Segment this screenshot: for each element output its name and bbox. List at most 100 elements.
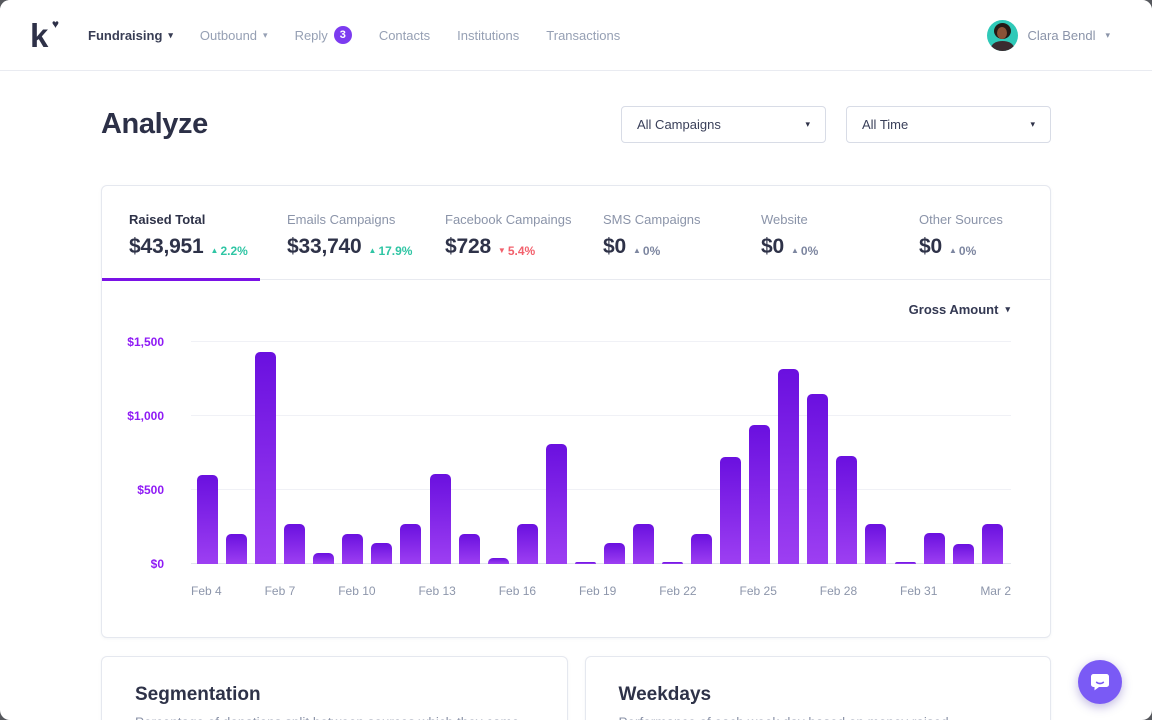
stat-value: $0 <box>919 235 942 258</box>
stat-tab-website[interactable]: Website $0 ▲ 0% <box>734 186 892 279</box>
chevron-down-icon: ▾ <box>168 30 173 40</box>
stat-value-row: $43,951 ▲ 2.2% <box>129 235 260 259</box>
chevron-down-icon: ▾ <box>263 30 268 40</box>
stat-tab-sms-campaigns[interactable]: SMS Campaigns $0 ▲ 0% <box>576 186 734 279</box>
stat-delta-value: 0% <box>958 243 977 258</box>
stat-tab-facebook-campaings[interactable]: Facebook Campaings $728 ▼ 5.4% <box>418 186 576 279</box>
nav-item-label: Reply <box>294 27 328 43</box>
nav-items: Fundraising ▾ Outbound ▾ Reply 3 Contacts Insti… <box>88 26 987 44</box>
stat-label: Emails Campaigns <box>287 212 396 227</box>
x-axis-label: Feb 28 <box>819 584 858 598</box>
stat-label: Website <box>761 212 808 227</box>
time-filter[interactable]: All Time ▾ <box>846 105 1051 143</box>
gridline-1000 <box>191 415 1011 416</box>
stat-delta: ▲ 17.9% <box>369 244 413 258</box>
stat-value-row: $33,740 ▲ 17.9% <box>287 235 418 259</box>
nav-item-label: Transactions <box>546 27 621 43</box>
nav-item-label: Contacts <box>378 27 431 43</box>
campaigns-filter[interactable]: All Campaigns ▾ <box>621 105 826 143</box>
page-title: Analyze <box>101 107 208 140</box>
stat-value-row: $0 ▲ 0% <box>919 235 1050 259</box>
nav-item-institutions[interactable]: Institutions <box>457 28 519 43</box>
bar <box>197 475 218 564</box>
nav-item-transactions[interactable]: Transactions <box>546 28 620 43</box>
stat-delta: ▲ 0% <box>791 244 818 258</box>
bar <box>487 558 509 564</box>
bar <box>807 393 829 564</box>
stat-label: SMS Campaigns <box>603 212 701 227</box>
nav-item-contacts[interactable]: Contacts <box>379 28 430 43</box>
nav-item-label: Fundraising <box>88 27 163 43</box>
gridline-1500 <box>191 341 1011 342</box>
logo-letter: k <box>30 16 49 54</box>
nav-item-outbound[interactable]: Outbound ▾ <box>200 28 268 43</box>
bar <box>400 524 422 564</box>
bar <box>458 534 480 564</box>
bar <box>952 544 974 564</box>
bar <box>923 532 945 564</box>
bar <box>981 524 1003 564</box>
user-menu[interactable]: Clara Bendl ▾ <box>986 19 1110 51</box>
stats-tabs: Raised Total $43,951 ▲ 2.2% Emails Campaigns… <box>102 186 1050 281</box>
y-axis-label: $1,500 <box>127 335 164 349</box>
reply-count-badge: 3 <box>333 26 352 44</box>
x-axis-label: Feb 16 <box>498 584 537 598</box>
chevron-down-icon: ▾ <box>1005 304 1010 314</box>
y-axis-label: $1,000 <box>127 409 164 423</box>
bar <box>836 455 858 564</box>
stat-value-row: $0 ▲ 0% <box>603 235 734 259</box>
bar <box>342 534 364 564</box>
arrow-up-icon: ▲ <box>368 246 377 255</box>
x-axis-label: Mar 2 <box>980 584 1011 598</box>
x-axis-label: Feb 19 <box>578 584 617 598</box>
stat-delta: ▼ 5.4% <box>498 244 535 258</box>
chart-area: Gross Amount ▾ Feb 4 Feb 7 Feb 10 Feb 13 Feb… <box>102 280 1050 637</box>
metric-label: Gross Amount <box>908 302 999 317</box>
campaigns-filter-value: All Campaigns <box>637 116 721 132</box>
x-axis-label: Feb 10 <box>338 584 376 598</box>
bar <box>603 543 625 564</box>
stat-tab-raised-total[interactable]: Raised Total $43,951 ▲ 2.2% <box>102 186 260 281</box>
nav-item-fundraising[interactable]: Fundraising ▾ <box>88 28 173 43</box>
x-axis-label: Feb 25 <box>739 584 777 598</box>
stat-value: $0 <box>603 235 626 258</box>
weekdays-card: Weekdays Performance of each week day ba… <box>584 656 1051 720</box>
segmentation-subtitle: Percentage of donations split between so… <box>135 715 534 720</box>
weekdays-subtitle: Performance of each week day based on mo… <box>619 715 1018 720</box>
bottom-row: Segmentation Percentage of donations spl… <box>101 656 1051 720</box>
stat-delta-value: 17.9% <box>378 243 413 258</box>
stat-tab-emails-campaigns[interactable]: Emails Campaigns $33,740 ▲ 17.9% <box>260 186 418 279</box>
chevron-down-icon: ▾ <box>1030 118 1035 129</box>
app-logo[interactable]: k ♥ <box>30 16 60 54</box>
gridline-0 <box>191 563 1011 564</box>
bar <box>865 524 887 564</box>
arrow-up-icon: ▲ <box>210 246 219 255</box>
bar <box>894 561 916 564</box>
bar <box>255 352 277 564</box>
metric-select[interactable]: Gross Amount ▾ <box>909 302 1010 317</box>
arrow-down-icon: ▼ <box>497 246 506 255</box>
stat-value: $728 <box>445 235 491 258</box>
stat-tab-other-sources[interactable]: Other Sources $0 ▲ 0% <box>892 186 1050 279</box>
bar <box>429 473 451 564</box>
nav-item-label: Outbound <box>199 27 258 43</box>
stat-delta-value: 5.4% <box>507 243 536 258</box>
bar <box>632 524 654 564</box>
stat-delta: ▲ 2.2% <box>211 244 248 258</box>
top-nav: k ♥ Fundraising ▾ Outbound ▾ Reply 3 Contacts I… <box>0 0 1152 71</box>
bar <box>778 368 800 564</box>
chat-button[interactable] <box>1078 660 1122 704</box>
stat-delta-value: 2.2% <box>220 243 248 258</box>
heart-icon: ♥ <box>51 16 59 31</box>
arrow-up-icon: ▲ <box>632 246 641 255</box>
filters: All Campaigns ▾ All Time ▾ <box>621 105 1051 143</box>
chat-bubble-icon <box>1091 674 1109 691</box>
main-content: Analyze All Campaigns ▾ All Time ▾ Raised T… <box>101 101 1051 720</box>
bars-group <box>191 342 1011 564</box>
stat-delta: ▲ 0% <box>633 244 660 258</box>
x-axis-label: Feb 7 <box>264 584 296 598</box>
page-head: Analyze All Campaigns ▾ All Time ▾ <box>101 101 1051 147</box>
chevron-down-icon: ▾ <box>805 118 810 129</box>
nav-item-reply[interactable]: Reply 3 <box>295 26 352 44</box>
